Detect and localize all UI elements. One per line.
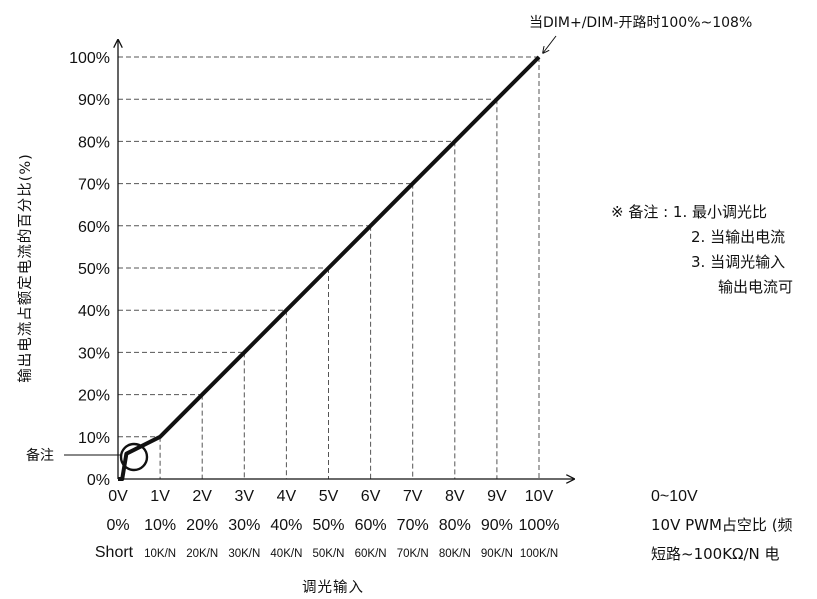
x-tick-label-resistance: 40K/N <box>270 548 302 560</box>
x-tick-label: 9V <box>487 488 507 505</box>
remark-circle <box>119 442 149 472</box>
notes-header: ※ 备注 : 1. 最小调光比 <box>611 203 767 221</box>
x-axis-title: 调光输入 <box>302 579 364 596</box>
x-tick-label-resistance: 60K/N <box>355 548 387 560</box>
y-tick-label: 0% <box>87 472 110 489</box>
notes-line-4: 输出电流可 <box>718 278 793 296</box>
x-tick-label-pwm: 80% <box>439 517 471 534</box>
x-tick-label: 5V <box>319 488 339 505</box>
notes-line-2: 2. 当输出电流 <box>691 228 785 246</box>
x-tick-label-pwm: 30% <box>228 517 260 534</box>
x-tick-label-pwm: 70% <box>397 517 429 534</box>
x-tick-label-pwm: 10% <box>144 517 176 534</box>
x-tick-label: 2V <box>192 488 212 505</box>
x-tick-label: 8V <box>445 488 465 505</box>
remark-label: 备注 <box>26 447 54 464</box>
annotation-arrow <box>543 35 557 53</box>
x-tick-label-pwm: 90% <box>481 517 513 534</box>
legend-voltage: 0~10V <box>651 488 698 505</box>
x-tick-label-resistance: 50K/N <box>313 548 345 560</box>
y-tick-label: 20% <box>78 388 110 405</box>
x-tick-label-pwm: 60% <box>355 517 387 534</box>
x-tick-label-resistance: Short <box>95 544 134 561</box>
x-tick-label-resistance: 90K/N <box>481 548 513 560</box>
legend-resistance: 短路~100KΩ/N 电 <box>651 545 780 563</box>
y-tick-labels: 0% 10% 20% 30% 40% 50% 60% 70% 80% 90% 100% <box>69 50 110 489</box>
x-tick-label-resistance: 70K/N <box>397 548 429 560</box>
y-tick-label: 70% <box>78 177 110 194</box>
x-tick-label: 7V <box>403 488 423 505</box>
notes-line-3: 3. 当调光输入 <box>691 253 785 271</box>
y-tick-label: 30% <box>78 345 110 362</box>
x-tick-label: 3V <box>235 488 255 505</box>
x-tick-label: 4V <box>277 488 297 505</box>
x-tick-label-resistance: 10K/N <box>144 548 176 560</box>
x-tick-label-resistance: 80K/N <box>439 548 471 560</box>
y-tick-label: 60% <box>78 219 110 236</box>
legend-pwm: 10V PWM占空比 (频 <box>651 516 793 534</box>
y-tick-label: 90% <box>78 92 110 109</box>
x-tick-label-pwm: 50% <box>312 517 344 534</box>
y-tick-label: 10% <box>78 430 110 447</box>
y-axis-title: 输出电流占额定电流的百分比(%) <box>17 153 34 383</box>
y-tick-label: 100% <box>69 50 110 67</box>
x-tick-label: 1V <box>150 488 170 505</box>
x-tick-label-resistance: 20K/N <box>186 548 218 560</box>
x-tick-label: 0V <box>108 488 128 505</box>
x-tick-label: 6V <box>361 488 381 505</box>
x-tick-label-pwm: 20% <box>186 517 218 534</box>
open-circuit-annotation: 当DIM+/DIM-开路时100%~108% <box>529 15 752 31</box>
x-tick-labels: 0V 0% Short 1V 10% 10K/N 2V 20% 20K/N 3V 30% 30K/N 4… <box>95 488 560 561</box>
data-points <box>117 56 540 480</box>
guide-lines <box>118 56 540 479</box>
x-tick-label-resistance: 30K/N <box>228 548 260 560</box>
x-tick-label-pwm: 100% <box>519 517 560 534</box>
y-tick-label: 80% <box>78 134 110 151</box>
x-tick-label-pwm: 40% <box>270 517 302 534</box>
x-tick-label-pwm: 0% <box>106 517 129 534</box>
y-tick-label: 40% <box>78 303 110 320</box>
x-tick-label-resistance: 100K/N <box>520 548 558 560</box>
y-tick-label: 50% <box>78 261 110 278</box>
x-tick-label: 10V <box>525 488 554 505</box>
